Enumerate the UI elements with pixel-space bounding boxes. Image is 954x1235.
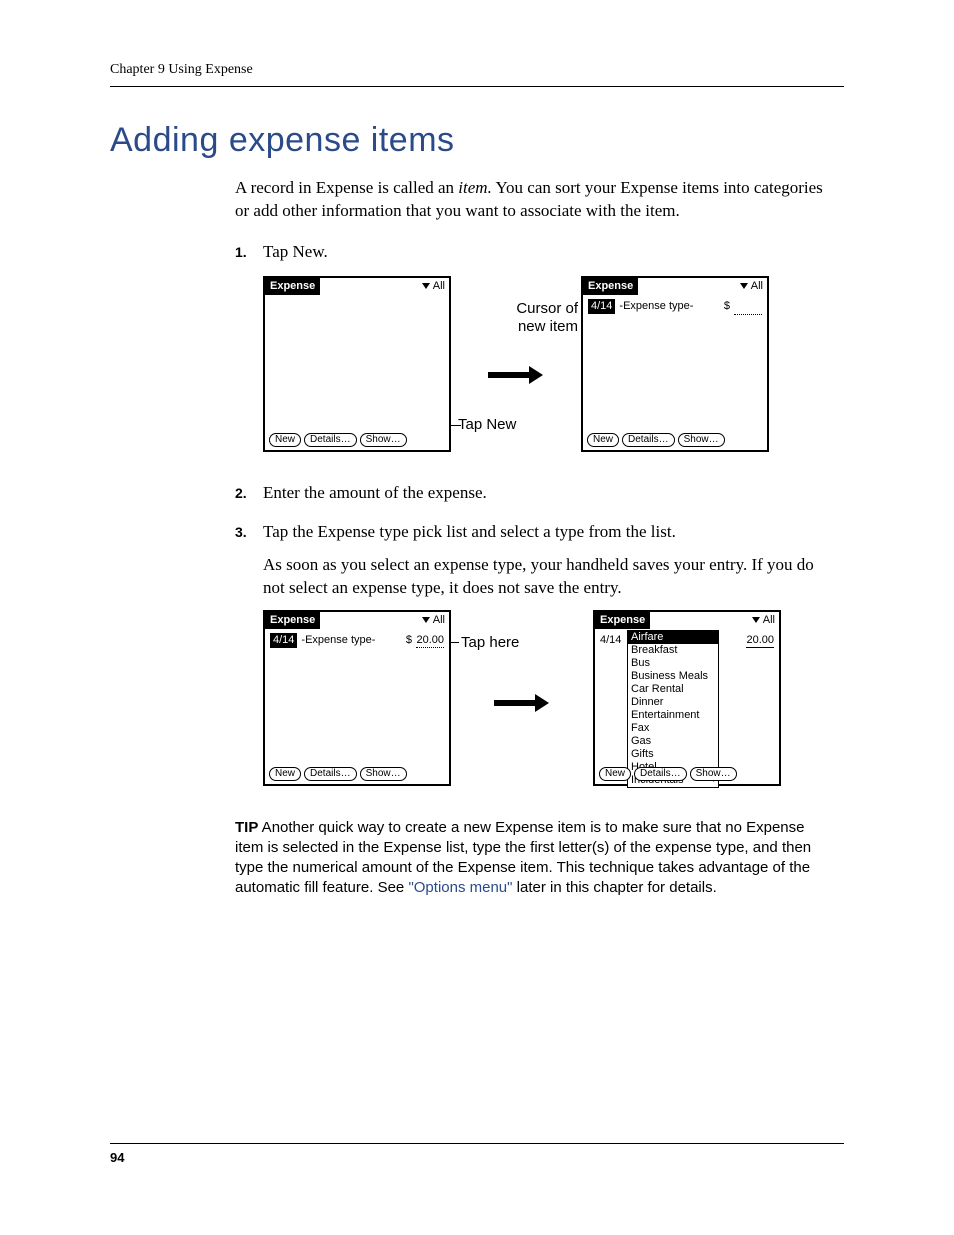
palm-category: All bbox=[740, 278, 767, 295]
arrow-right-icon bbox=[488, 366, 543, 384]
palm-screen-empty: Expense All New Details… Show… bbox=[263, 276, 451, 452]
palm-btn-show: Show… bbox=[690, 767, 737, 781]
pick-item: Fax bbox=[628, 722, 718, 735]
palm-category-label: All bbox=[751, 278, 763, 295]
palm-category: All bbox=[422, 278, 449, 295]
palm-btn-new: New bbox=[587, 433, 619, 447]
palm-category: All bbox=[752, 612, 779, 629]
figure-2: Expense All 4/14 -Expense type- $ bbox=[263, 610, 834, 800]
intro-paragraph: A record in Expense is called an item. Y… bbox=[235, 177, 834, 223]
palm-app-name: Expense bbox=[583, 278, 638, 295]
pick-item: Business Meals bbox=[628, 670, 718, 683]
palm-btn-details: Details… bbox=[304, 767, 357, 781]
palm-btn-new: New bbox=[599, 767, 631, 781]
palm-category: All bbox=[422, 612, 449, 629]
dropdown-triangle-icon bbox=[740, 283, 748, 289]
palm-btn-show: Show… bbox=[678, 433, 725, 447]
expense-entry-row: 4/14 -Expense type- $ bbox=[588, 299, 762, 315]
palm-btn-details: Details… bbox=[622, 433, 675, 447]
palm-screen-picklist: Expense All 4/14 20.00 bbox=[593, 610, 781, 786]
pick-item: Dinner bbox=[628, 696, 718, 709]
pick-item: Bus bbox=[628, 657, 718, 670]
palm-btn-show: Show… bbox=[360, 433, 407, 447]
palm-btn-show: Show… bbox=[360, 767, 407, 781]
palm-screen-amount: Expense All 4/14 -Expense type- $ bbox=[263, 610, 451, 786]
palm-app-name: Expense bbox=[265, 278, 320, 295]
step-3-text: Tap the Expense type pick list and selec… bbox=[263, 522, 676, 541]
entry-currency: $ bbox=[724, 299, 730, 314]
entry-date: 4/14 bbox=[588, 299, 615, 314]
running-header: Chapter 9 Using Expense bbox=[110, 62, 844, 87]
step-3-followup: As soon as you select an expense type, y… bbox=[263, 554, 834, 600]
step-2-num: 2. bbox=[235, 484, 247, 503]
entry-amount: 20.00 bbox=[416, 633, 444, 649]
step-1: 1. Tap New. Expense All bbox=[235, 241, 834, 466]
entry-amount-blank bbox=[734, 299, 762, 315]
arrow-right-icon bbox=[494, 694, 549, 712]
palm-btn-details: Details… bbox=[304, 433, 357, 447]
section-title: Adding expense items bbox=[110, 121, 844, 160]
callout-cursor-l1: Cursor of bbox=[516, 300, 578, 317]
callout-cursor-l2: new item bbox=[518, 318, 578, 335]
intro-pre: A record in Expense is called an bbox=[235, 178, 458, 197]
palm-app-name: Expense bbox=[595, 612, 650, 629]
dropdown-triangle-icon bbox=[422, 283, 430, 289]
dropdown-triangle-icon bbox=[422, 617, 430, 623]
callout-tap-new: Tap New bbox=[458, 416, 528, 434]
palm-btn-details: Details… bbox=[634, 767, 687, 781]
figure-1: Expense All New Details… Show… bbox=[263, 276, 834, 466]
palm-category-label: All bbox=[433, 612, 445, 629]
step-1-num: 1. bbox=[235, 243, 247, 262]
page-number: 94 bbox=[110, 1150, 124, 1165]
step-3: 3. Tap the Expense type pick list and se… bbox=[235, 521, 834, 800]
step-1-text: Tap New. bbox=[263, 242, 328, 261]
tip-label: TIP bbox=[235, 819, 258, 836]
pick-item: Breakfast bbox=[628, 644, 718, 657]
palm-category-label: All bbox=[763, 612, 775, 629]
entry-date-plain: 4/14 bbox=[600, 633, 621, 648]
entry-currency: $ bbox=[406, 633, 412, 648]
expense-entry-row: 4/14 -Expense type- $ 20.00 bbox=[270, 633, 444, 649]
pick-item: Airfare bbox=[628, 631, 718, 644]
expense-type-picklist: Airfare Breakfast Bus Business Meals Car… bbox=[627, 630, 719, 788]
palm-btn-new: New bbox=[269, 767, 301, 781]
tip-link[interactable]: "Options menu" bbox=[408, 879, 512, 896]
entry-amount: 20.00 bbox=[746, 633, 774, 649]
step-3-num: 3. bbox=[235, 523, 247, 542]
intro-italic: item. bbox=[458, 178, 492, 197]
dropdown-triangle-icon bbox=[752, 617, 760, 623]
entry-date: 4/14 bbox=[270, 633, 297, 648]
pick-item: Car Rental bbox=[628, 683, 718, 696]
tip-paragraph: TIP Another quick way to create a new Ex… bbox=[235, 818, 834, 899]
page-footer: 94 bbox=[110, 1143, 844, 1165]
pick-item: Gas bbox=[628, 735, 718, 748]
pick-item: Entertainment bbox=[628, 709, 718, 722]
entry-type: -Expense type- bbox=[617, 299, 695, 314]
tip-text-2: later in this chapter for details. bbox=[512, 879, 716, 896]
palm-screen-new-item: Expense All 4/14 -Expense type- $ bbox=[581, 276, 769, 452]
entry-type: -Expense type- bbox=[299, 633, 377, 648]
callout-tap-here: Tap here bbox=[461, 634, 519, 652]
palm-category-label: All bbox=[433, 278, 445, 295]
palm-btn-new: New bbox=[269, 433, 301, 447]
step-2-text: Enter the amount of the expense. bbox=[263, 483, 487, 502]
pick-item: Gifts bbox=[628, 748, 718, 761]
callout-cursor: Cursor of new item bbox=[488, 300, 578, 336]
step-2: 2. Enter the amount of the expense. bbox=[235, 482, 834, 505]
palm-app-name: Expense bbox=[265, 612, 320, 629]
